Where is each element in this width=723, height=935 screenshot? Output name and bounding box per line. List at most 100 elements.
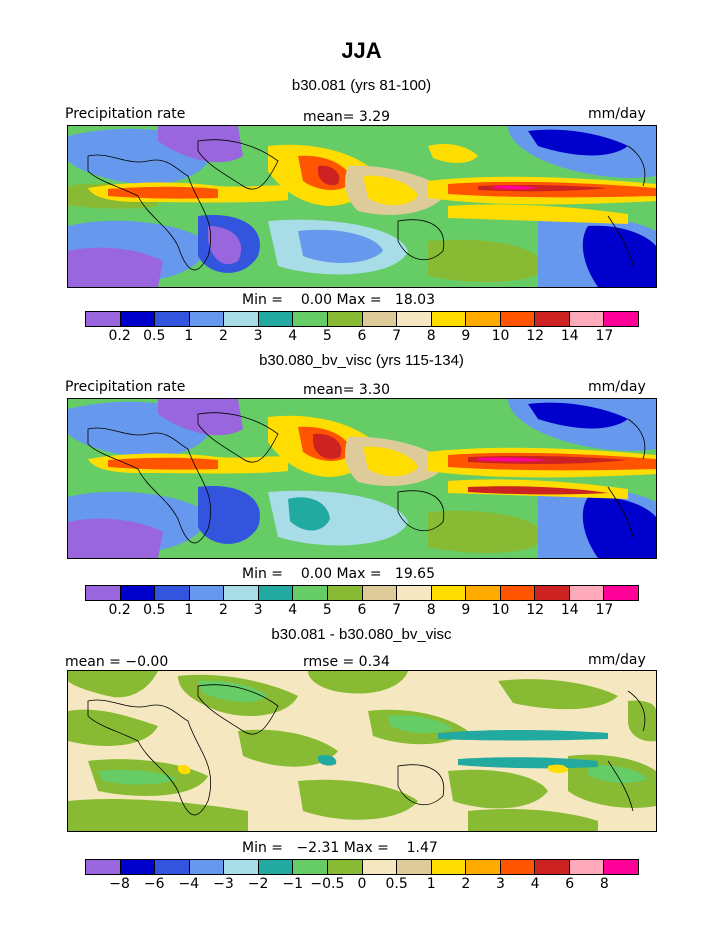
colorbar-swatch: [535, 312, 570, 326]
colorbar-swatch: [120, 586, 156, 600]
colorbar-swatch: [431, 860, 467, 874]
colorbar-tick-label: 8: [599, 876, 609, 892]
colorbar-swatch: [327, 312, 363, 326]
figure-title: JJA: [341, 38, 382, 63]
colorbar-tick-label: 9: [461, 602, 471, 618]
colorbar-tick-label: 5: [322, 328, 332, 344]
colorbar-swatch: [362, 312, 398, 326]
panel1-units-label: mm/day: [588, 106, 646, 122]
colorbar-tick-label: −6: [143, 876, 165, 892]
colorbar-swatch: [500, 586, 536, 600]
colorbar-swatch: [397, 312, 432, 326]
panel2-units-label: mm/day: [588, 379, 646, 395]
panel3-minmax: Min = −2.31 Max = 1.47: [242, 840, 438, 856]
colorbar-swatch: [362, 860, 398, 874]
panel2-minmax: Min = 0.00 Max = 19.65: [242, 566, 435, 582]
panel3-units-label: mm/day: [588, 652, 646, 668]
colorbar-tick-label: 2: [219, 602, 228, 618]
colorbar-tick-label: 3: [253, 602, 263, 618]
colorbar-swatch: [189, 586, 225, 600]
colorbar-tick-label: 1: [184, 328, 194, 344]
colorbar-tick-label: 10: [491, 328, 510, 344]
panel3-subtitle: b30.081 - b30.080_bv_visc: [271, 626, 452, 643]
panel2-map: [67, 398, 657, 559]
colorbar-tick-label: 9: [461, 328, 471, 344]
colorbar-swatch: [397, 586, 432, 600]
panel2-colorbar: [85, 585, 639, 601]
colorbar-tick-label: −4: [178, 876, 200, 892]
colorbar-tick-label: 7: [392, 602, 402, 618]
colorbar-swatch: [258, 312, 294, 326]
colorbar-tick-label: 0.5: [143, 602, 166, 618]
colorbar-tick-label: 6: [357, 602, 367, 618]
colorbar-swatch: [569, 312, 605, 326]
colorbar-swatch: [155, 860, 190, 874]
colorbar-tick-label: 4: [288, 328, 298, 344]
colorbar-swatch: [120, 312, 156, 326]
panel3-map: [67, 670, 657, 832]
panel2-mean-label: mean= 3.30: [303, 382, 391, 398]
colorbar-swatch: [604, 860, 638, 874]
colorbar-tick-label: −8: [109, 876, 130, 892]
colorbar-tick-label: 7: [392, 328, 402, 344]
colorbar-swatch: [569, 586, 605, 600]
colorbar-swatch: [535, 586, 570, 600]
colorbar-tick-label: 3: [496, 876, 505, 892]
colorbar-swatch: [189, 312, 225, 326]
colorbar-tick-label: 17: [595, 602, 614, 618]
panel2-colorbar-ticks: 0.2 0.5 1 2 3 4 5 6 7 8 9 10 12 14 17: [85, 602, 637, 620]
colorbar-swatch: [293, 586, 328, 600]
panel3-mean-label: mean = −0.00: [65, 654, 169, 670]
colorbar-tick-label: 0.5: [385, 876, 408, 892]
colorbar-tick-label: 0.5: [143, 328, 166, 344]
colorbar-tick-label: 3: [253, 328, 263, 344]
colorbar-tick-label: −2: [247, 876, 269, 892]
panel3-colorbar: [85, 859, 639, 875]
panel2-variable-label: Precipitation rate: [65, 379, 186, 395]
colorbar-swatch: [189, 860, 225, 874]
colorbar-swatch: [604, 312, 638, 326]
colorbar-tick-label: 2: [461, 876, 471, 892]
colorbar-swatch: [569, 860, 605, 874]
colorbar-tick-label: 0.2: [108, 328, 131, 344]
panel3-rmse-label: rmse = 0.34: [303, 654, 390, 670]
colorbar-tick-label: −3: [213, 876, 234, 892]
colorbar-tick-label: 4: [288, 602, 298, 618]
colorbar-tick-label: 4: [530, 876, 540, 892]
colorbar-tick-label: 10: [491, 602, 510, 618]
panel1-colorbar-ticks: 0.2 0.5 1 2 3 4 5 6 7 8 9 10 12 14 17: [85, 328, 637, 346]
colorbar-swatch: [535, 860, 570, 874]
panel1-colorbar: [85, 311, 639, 327]
colorbar-tick-label: 12: [526, 602, 545, 618]
colorbar-swatch: [604, 586, 638, 600]
colorbar-swatch: [397, 860, 432, 874]
colorbar-tick-label: 5: [322, 602, 332, 618]
colorbar-swatch: [86, 860, 121, 874]
colorbar-swatch: [362, 586, 398, 600]
colorbar-swatch: [466, 312, 501, 326]
colorbar-swatch: [258, 586, 294, 600]
colorbar-tick-label: −1: [282, 876, 304, 892]
colorbar-tick-label: 8: [426, 602, 436, 618]
panel1-map: [67, 125, 657, 288]
colorbar-swatch: [500, 312, 536, 326]
colorbar-tick-label: 6: [357, 328, 367, 344]
colorbar-tick-label: 1: [426, 876, 436, 892]
colorbar-swatch: [431, 312, 467, 326]
colorbar-swatch: [431, 586, 467, 600]
colorbar-tick-label: 1: [184, 602, 194, 618]
panel3-colorbar-ticks: −8 −6 −4 −3 −2 −1 −0.5 0 0.5 1 2 3 4 6 8: [85, 876, 637, 894]
colorbar-swatch: [466, 860, 501, 874]
colorbar-tick-label: 0.2: [108, 602, 131, 618]
panel1-subtitle: b30.081 (yrs 81-100): [291, 77, 432, 94]
colorbar-swatch: [86, 312, 121, 326]
colorbar-tick-label: 12: [526, 328, 545, 344]
colorbar-swatch: [120, 860, 156, 874]
panel1-mean-label: mean= 3.29: [303, 109, 391, 125]
colorbar-swatch: [224, 586, 259, 600]
colorbar-tick-label: 0: [357, 876, 367, 892]
panel2-subtitle: b30.080_bv_visc (yrs 115-134): [259, 352, 464, 369]
colorbar-tick-label: 2: [219, 328, 228, 344]
colorbar-tick-label: 6: [565, 876, 575, 892]
colorbar-swatch: [86, 586, 121, 600]
